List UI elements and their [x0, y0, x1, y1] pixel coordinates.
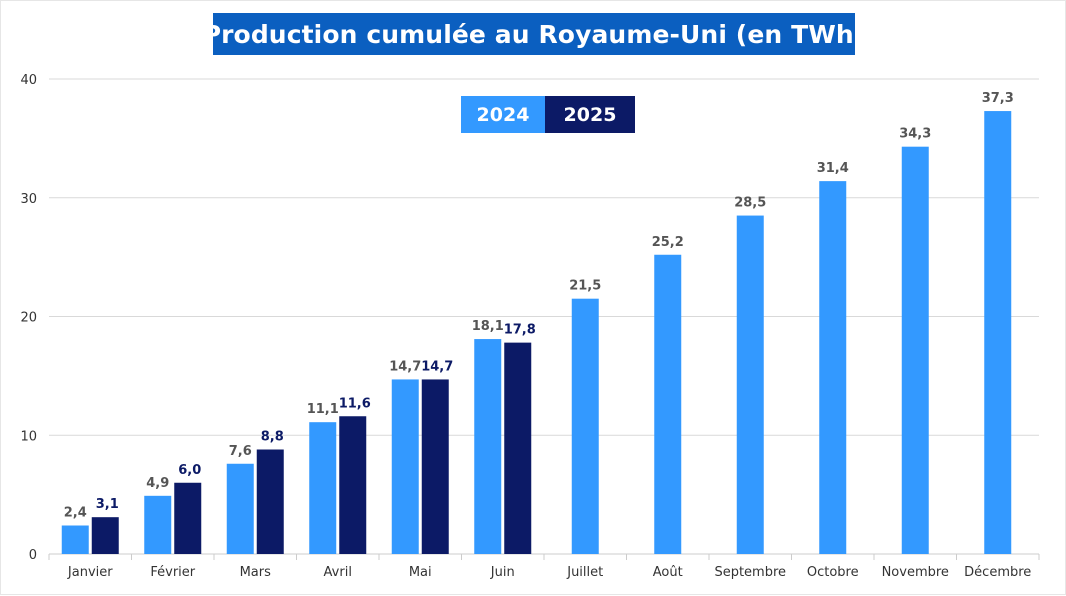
bar-2025	[339, 416, 367, 554]
bar-2024	[61, 525, 89, 554]
bar-2025	[174, 482, 202, 554]
bar-2024	[391, 379, 419, 554]
bar-2025	[421, 379, 449, 554]
x-category-label: Février	[150, 565, 195, 580]
data-label-2024: 14,7	[389, 359, 421, 374]
data-label-2024: 34,3	[899, 127, 931, 142]
x-category-label: Mars	[240, 565, 272, 580]
bar-2024	[144, 495, 172, 554]
x-category-label: Janvier	[67, 565, 113, 580]
bar-2024	[226, 463, 254, 554]
axes: 0 10 20 30 40 Janvier Février Mars Avril Mai Juin J…	[20, 73, 1040, 580]
legend-item-2024: 2024	[461, 96, 545, 133]
y-tick-label: 10	[20, 429, 37, 444]
chart-title: Production cumulée au Royaume-Uni (en TW…	[202, 19, 866, 49]
data-label-2024: 11,1	[307, 402, 339, 417]
legend-item-2025: 2025	[545, 96, 635, 133]
data-label-2024: 21,5	[569, 279, 601, 294]
x-category-label: Juillet	[566, 565, 603, 580]
bar-2024	[736, 215, 764, 554]
bar-2024	[984, 111, 1012, 554]
bar-2025	[256, 449, 284, 554]
y-tick-label: 40	[20, 73, 37, 88]
bars	[61, 111, 1012, 554]
y-tick-label: 0	[29, 548, 37, 563]
y-tick-label: 20	[20, 311, 37, 326]
bar-2024	[474, 339, 502, 554]
bar-2024	[654, 254, 682, 554]
x-category-label: Avril	[324, 565, 352, 580]
x-category-label: Octobre	[807, 565, 859, 580]
data-label-2025: 11,6	[339, 396, 371, 411]
data-label-2025: 3,1	[96, 497, 119, 512]
x-category-label: Mai	[409, 565, 432, 580]
x-category-label: Novembre	[882, 565, 949, 580]
bar-2024	[309, 422, 337, 554]
data-labels: 2,4 3,1 4,9 6,0 7,6 8,8 11,1 11,6 14,7 14,7 18,1 17…	[64, 91, 1014, 520]
data-label-2025: 8,8	[261, 430, 284, 445]
data-label-2024: 7,6	[229, 444, 252, 459]
x-category-label: Décembre	[964, 565, 1031, 580]
data-label-2025: 17,8	[504, 323, 536, 338]
y-tick-label: 30	[20, 192, 37, 207]
data-label-2024: 18,1	[472, 319, 504, 334]
bar-2025	[504, 342, 532, 554]
data-label-2025: 14,7	[421, 359, 453, 374]
data-label-2024: 25,2	[652, 235, 684, 250]
data-label-2024: 28,5	[734, 196, 766, 211]
bar-2025	[91, 517, 119, 554]
data-label-2024: 4,9	[146, 476, 169, 491]
data-label-2024: 31,4	[817, 161, 849, 176]
bar-2024	[819, 181, 847, 554]
bar-2024	[571, 298, 599, 554]
legend: 2024 2025	[461, 96, 635, 133]
data-label-2024: 2,4	[64, 506, 87, 521]
bar-2024	[901, 146, 929, 554]
x-category-label: Septembre	[714, 565, 786, 580]
x-category-label: Août	[653, 565, 683, 580]
x-category-label: Juin	[490, 565, 515, 580]
data-label-2025: 6,0	[178, 463, 201, 478]
data-label-2024: 37,3	[982, 91, 1014, 106]
chart-title-box: Production cumulée au Royaume-Uni (en TW…	[203, 13, 865, 55]
